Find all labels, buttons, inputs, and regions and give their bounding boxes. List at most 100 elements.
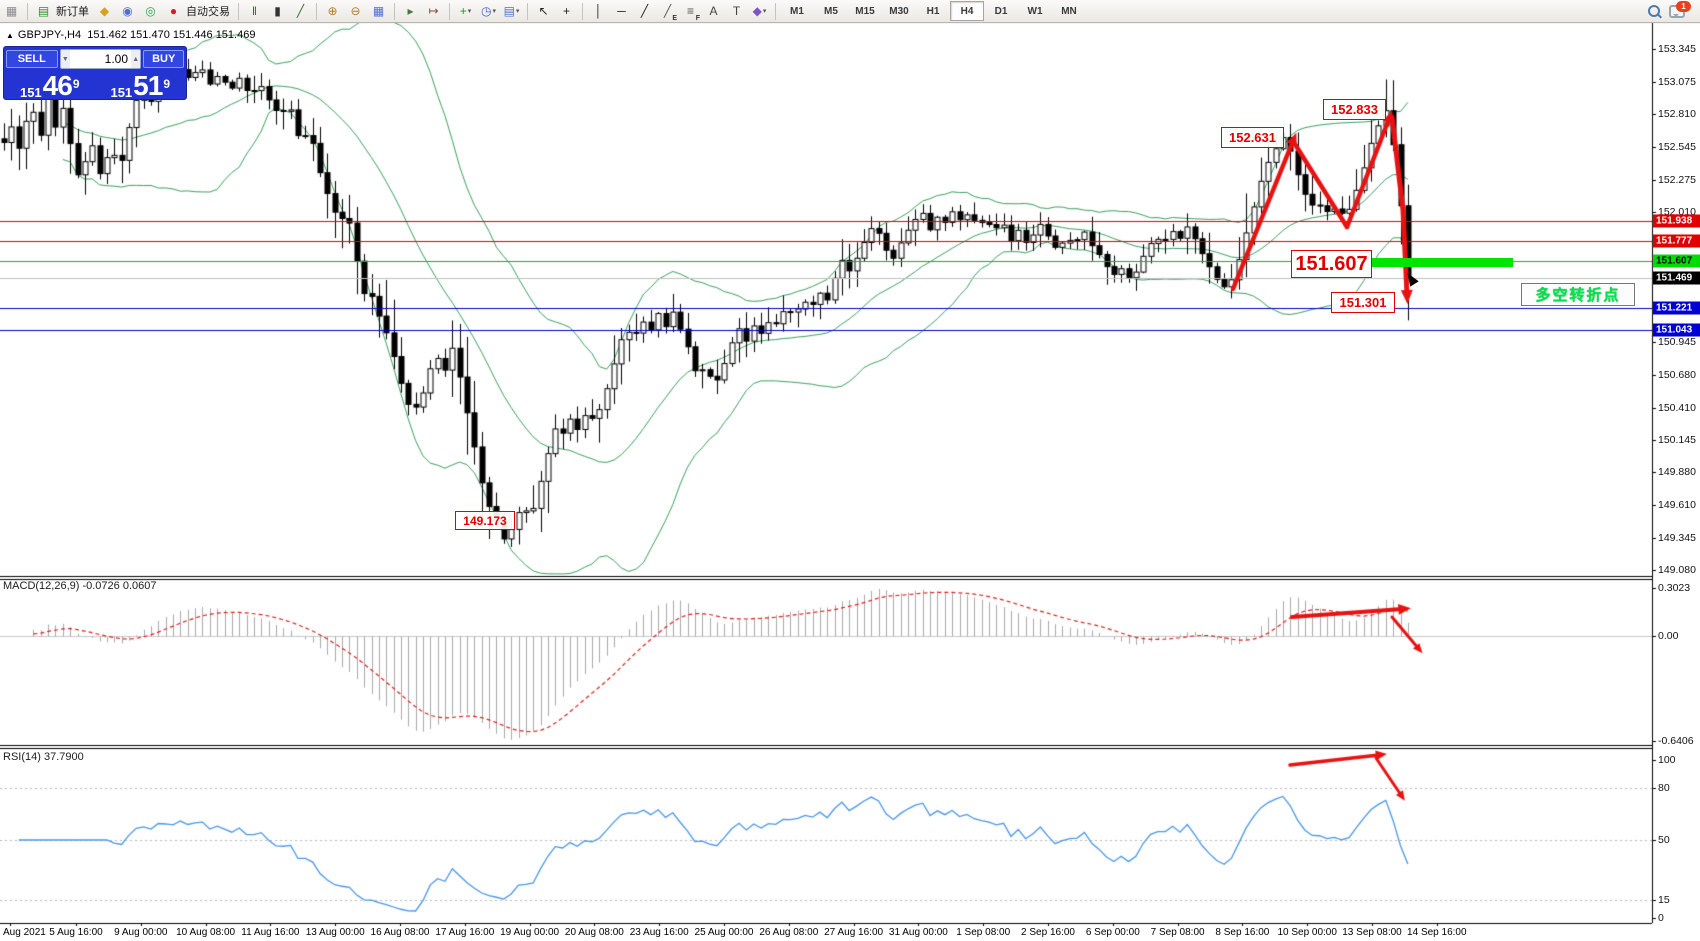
toolbar-separator (394, 2, 395, 20)
time-axis-label: 20 Aug 08:00 (564, 927, 624, 938)
periods-icon[interactable]: ◷ ▾ (481, 4, 496, 18)
webtrader-icon[interactable]: ◉ (118, 2, 137, 21)
eraser-icon[interactable]: ◆ (95, 2, 114, 21)
buy-button[interactable]: BUY (143, 50, 185, 68)
notification-badge: 1 (1676, 0, 1691, 12)
line-chart-icon[interactable]: ╱ (291, 2, 310, 21)
volume-decrease-button[interactable]: ▼ (60, 50, 71, 68)
toolbar-separator (27, 2, 28, 20)
volume-input[interactable] (70, 50, 132, 68)
toolbar-separator (238, 2, 239, 20)
tile-windows-icon-glyph: ▦ (372, 4, 385, 18)
horizontal-line-icon[interactable]: ─ (612, 2, 631, 21)
macd-label: MACD(12,26,9) -0.0726 0.0607 (3, 580, 157, 592)
new-order-icon-glyph: ▤ (37, 4, 50, 18)
timeframe-mn-button[interactable]: MN (1061, 5, 1077, 17)
sell-button[interactable]: SELL (6, 50, 58, 68)
bar-chart-icon-glyph: ‖ (252, 4, 257, 18)
timeframe-m15-button[interactable]: M15 (855, 5, 875, 17)
text-icon[interactable]: A (704, 2, 723, 21)
toolbar-separator (527, 2, 528, 20)
annotation-price-152.631[interactable]: 152.631 (1221, 127, 1284, 148)
autotrading-icon[interactable]: ● (164, 2, 183, 21)
time-axis-label: 5 Aug 16:00 (49, 927, 103, 938)
chart-title-ohlc: 151.462 151.470 151.446 151.469 (87, 29, 256, 41)
chat-icon[interactable]: 1 (1667, 0, 1691, 21)
vertical-line-icon[interactable]: │ (589, 2, 608, 21)
templates-icon[interactable]: ▤ ▾ (503, 4, 520, 18)
new-order-icon[interactable]: ▤ (34, 2, 53, 21)
trendline-icon[interactable]: ╱ (635, 2, 654, 21)
cursor-icon[interactable]: ↖ (534, 2, 553, 21)
indicators-icon[interactable]: + ▾ (459, 4, 472, 18)
candlestick-chart-icon[interactable]: ▮ (268, 2, 287, 21)
zoom-out-icon[interactable]: ⊖ (346, 2, 365, 21)
templates-icon-glyph: ▤ (503, 4, 515, 18)
rsi-axis-value: 80 (1658, 782, 1670, 794)
signal-icon-glyph: ◎ (145, 4, 156, 18)
new-order-icon-label[interactable]: 新订单 (56, 6, 89, 18)
zoom-out-icon-glyph: ⊖ (350, 4, 361, 18)
price-tag-151.043: 151.043 (1653, 323, 1700, 337)
timeframe-m30-button[interactable]: M30 (889, 5, 909, 17)
time-axis-label: 16 Aug 08:00 (370, 927, 430, 938)
trendline-icon-glyph: ╱ (640, 4, 649, 18)
annotation-price-149.173[interactable]: 149.173 (455, 511, 515, 530)
annotation-support-bar[interactable] (1372, 258, 1513, 267)
equidistant-channel-icon[interactable]: ╱ E (663, 4, 677, 22)
chart-shift-icon[interactable]: ↦ (424, 2, 443, 21)
toolbar-separator (449, 2, 450, 20)
time-axis-label: 27 Aug 16:00 (824, 927, 884, 938)
price-tag-151.221: 151.221 (1653, 301, 1700, 315)
annotation-note[interactable]: 多空转折点 (1521, 283, 1635, 306)
crosshair-icon[interactable]: + (557, 2, 576, 21)
volume-stepper: ▼ ▲ (59, 49, 142, 69)
annotation-price-152.833[interactable]: 152.833 (1323, 99, 1386, 120)
cursor-icon-glyph: ↖ (538, 4, 549, 18)
price-axis-tick: 149.345 (1658, 531, 1696, 544)
timeframe-w1-button[interactable]: W1 (1027, 5, 1043, 17)
price-axis-tick: 149.080 (1658, 564, 1696, 576)
time-axis-label: 9 Aug 00:00 (114, 927, 168, 938)
bar-chart-icon[interactable]: ‖ (245, 2, 264, 21)
time-axis-label: 7 Sep 08:00 (1150, 927, 1205, 938)
time-axis-label: 23 Aug 16:00 (629, 927, 689, 938)
time-axis-label: 8 Sep 16:00 (1215, 927, 1270, 938)
annotation-price-151.607[interactable]: 151.607 (1291, 250, 1372, 278)
zoom-in-icon[interactable]: ⊕ (323, 2, 342, 21)
timeframe-m1-button[interactable]: M1 (790, 5, 804, 17)
price-axis-tick: 150.410 (1658, 401, 1696, 414)
search-icon[interactable] (1644, 2, 1663, 21)
time-axis-label: Aug 2021 (3, 927, 46, 938)
macd-axis-value: 0.3023 (1658, 582, 1691, 594)
signal-icon[interactable]: ◎ (141, 2, 160, 21)
timeframe-m5-button[interactable]: M5 (824, 5, 838, 17)
time-axis-label: 2 Sep 16:00 (1021, 927, 1075, 938)
fibonacci-icon[interactable]: ≡ F (686, 4, 700, 22)
tile-windows-icon[interactable]: ▦ (369, 2, 388, 21)
rsi-label: RSI(14) 37.7900 (3, 751, 84, 763)
text-label-icon-glyph: T (732, 4, 741, 18)
timeframe-h4-button[interactable]: H4 (950, 1, 984, 21)
sell-price[interactable]: 151 46 9 (6, 71, 94, 101)
text-label-icon[interactable]: T (727, 2, 746, 21)
arrows-icon[interactable]: ◆ ▾ (752, 4, 767, 18)
auto-scroll-icon[interactable]: ▸ (401, 2, 420, 21)
webtrader-icon-glyph: ◉ (122, 4, 133, 18)
annotation-price-151.301[interactable]: 151.301 (1331, 292, 1395, 313)
eraser-icon-glyph: ◆ (99, 4, 110, 18)
time-axis-label: 13 Sep 08:00 (1342, 927, 1402, 938)
chart-window-icon[interactable]: ▦ (2, 2, 21, 21)
sell-price-prefix: 151 (19, 85, 42, 100)
volume-increase-button[interactable]: ▲ (131, 50, 141, 68)
autotrading-icon-label[interactable]: 自动交易 (186, 6, 230, 18)
timeframe-h1-button[interactable]: H1 (926, 5, 940, 17)
buy-price[interactable]: 151 51 9 (97, 71, 185, 101)
time-axis-label: 1 Sep 08:00 (956, 927, 1011, 938)
timeframe-d1-button[interactable]: D1 (994, 5, 1008, 17)
time-axis-label: 6 Sep 00:00 (1085, 927, 1140, 938)
arrows-icon-glyph: ◆ (752, 4, 762, 18)
